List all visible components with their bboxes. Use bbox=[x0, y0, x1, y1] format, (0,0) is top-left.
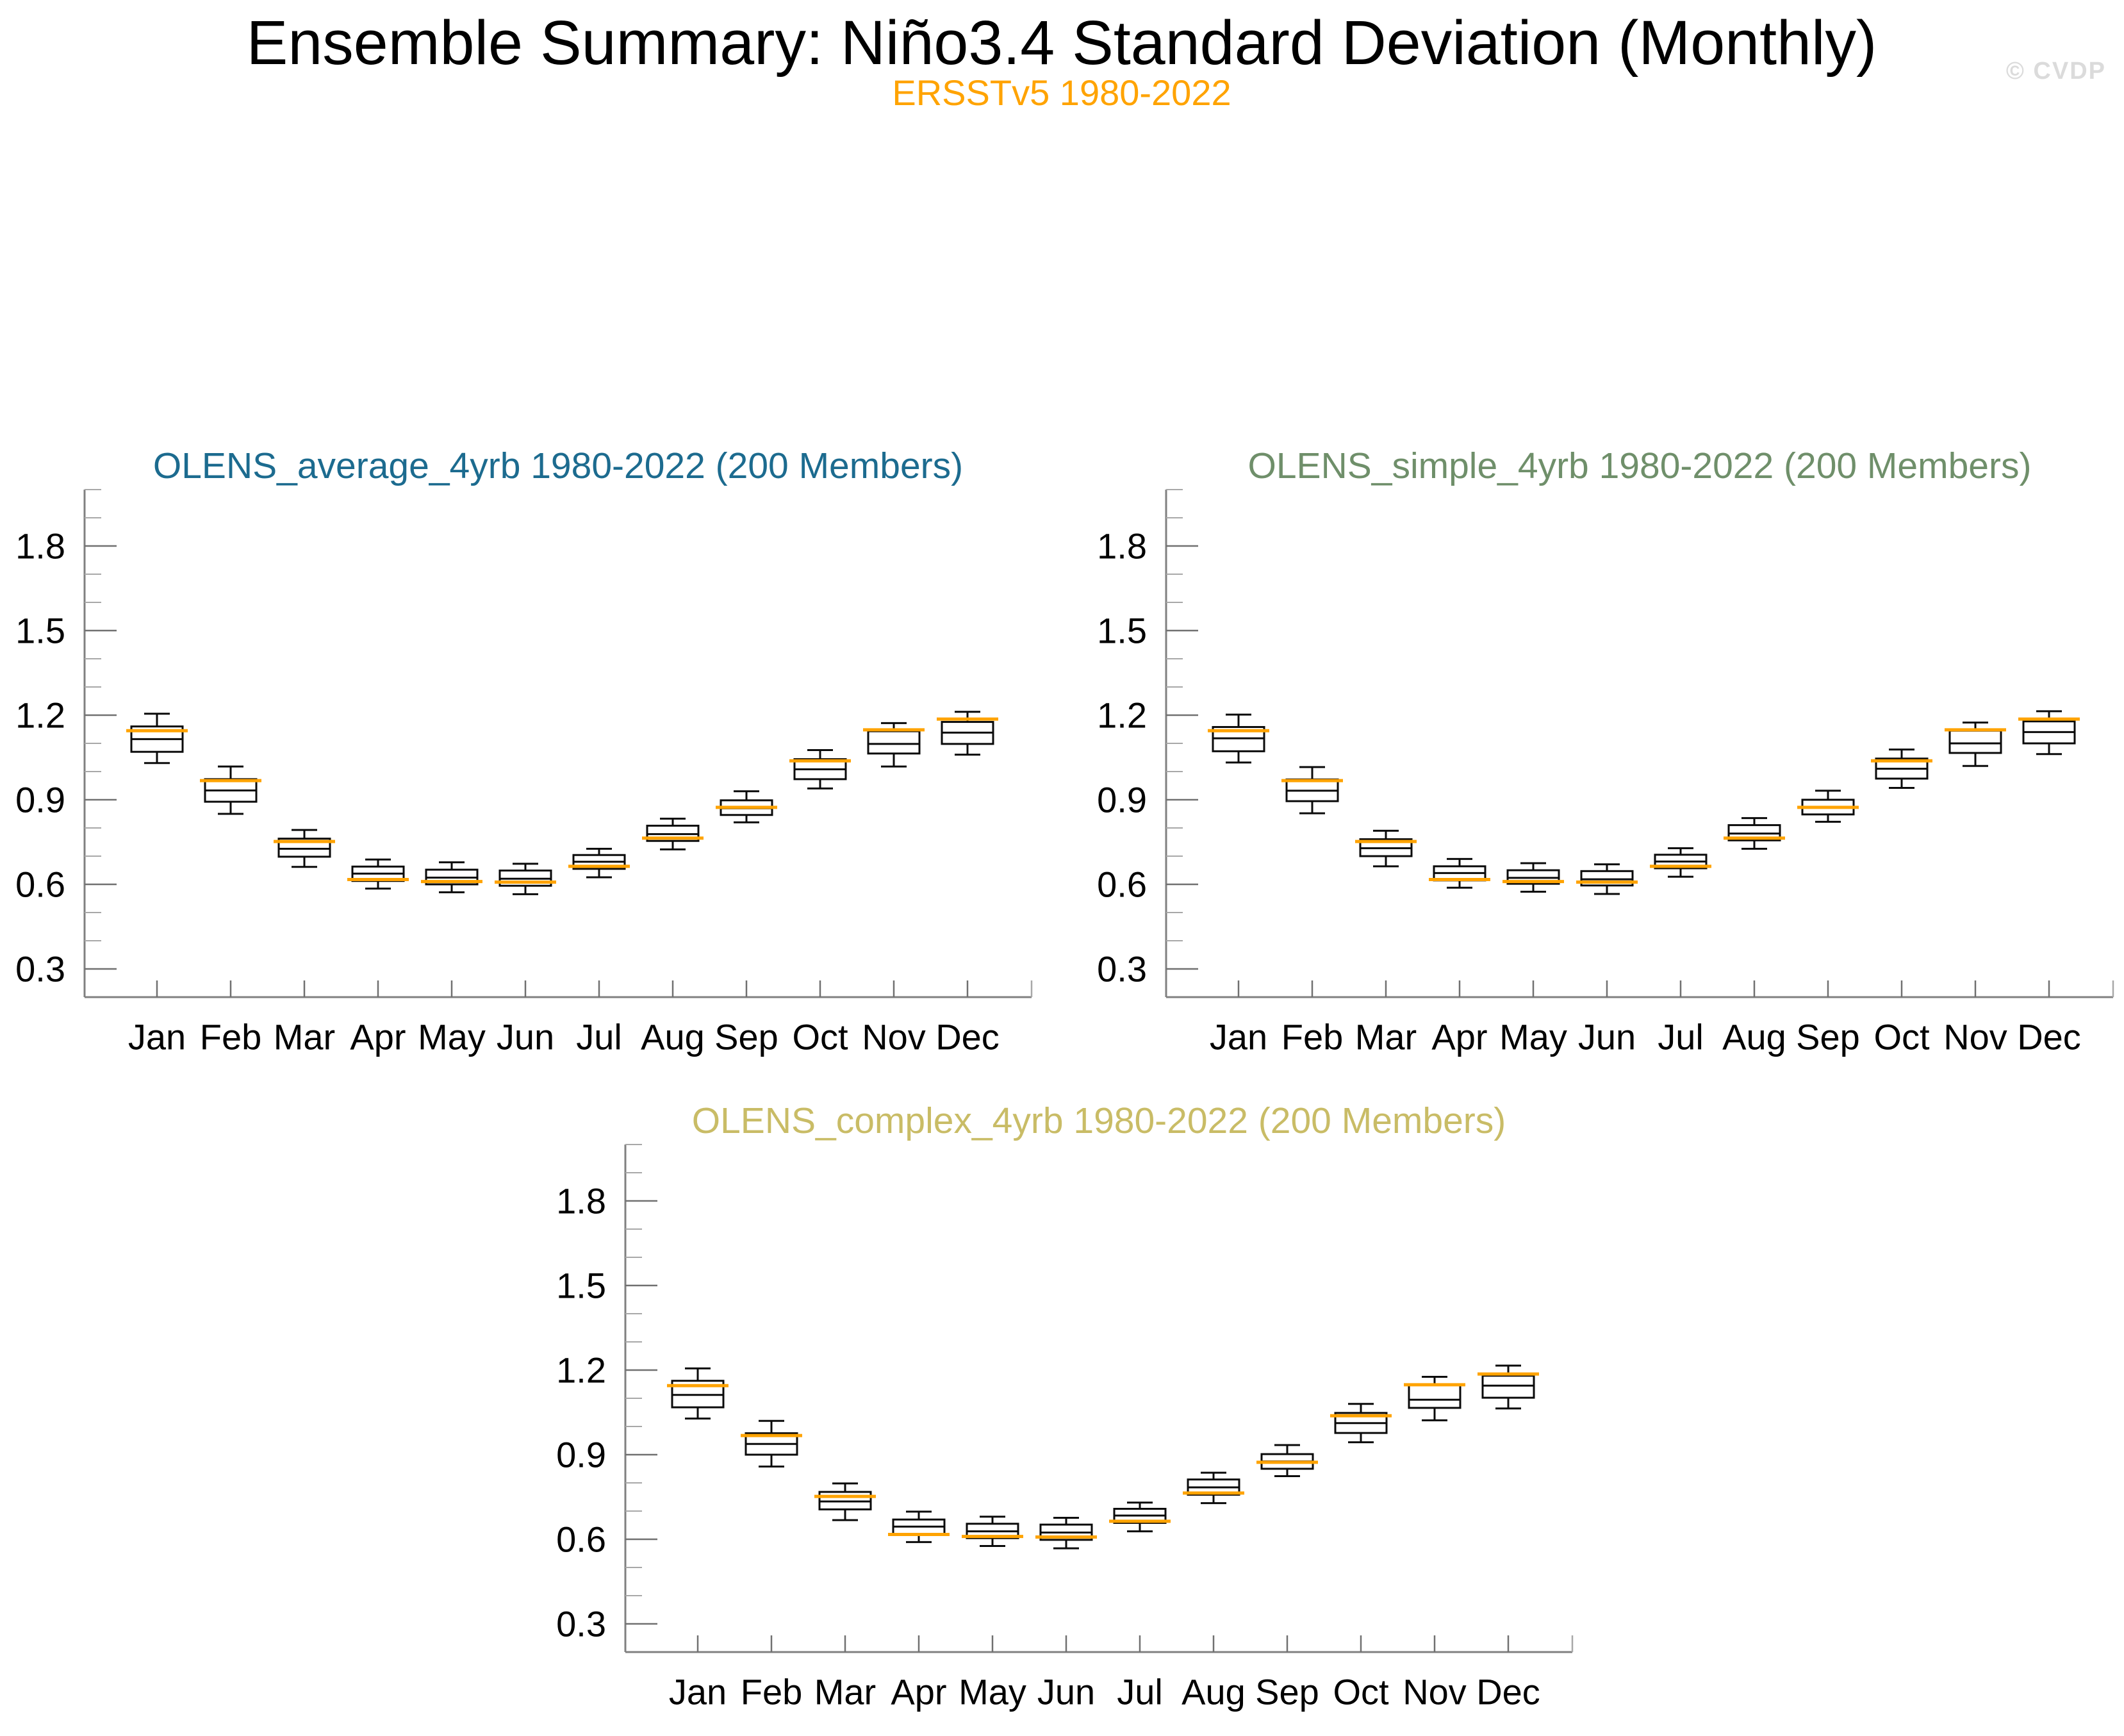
y-tick-label: 1.8 bbox=[15, 526, 65, 566]
box-Nov bbox=[1948, 729, 2002, 754]
panel-simple: 0.3 0.6 0.9 1.2 1.5 1.8 Jan Feb Mar Apr May Jun Jul A… bbox=[1097, 489, 2114, 1057]
y-tick-label: 1.5 bbox=[15, 611, 65, 651]
y-tick-label: 1.8 bbox=[556, 1181, 606, 1221]
y-tick-label: 0.6 bbox=[556, 1519, 606, 1560]
cvdp-watermark: © CVDP bbox=[2005, 58, 2106, 85]
y-tick-label: 0.6 bbox=[1097, 864, 1147, 905]
y-tick-label: 0.3 bbox=[15, 949, 65, 989]
month-label-Jul: Jul bbox=[1117, 1672, 1163, 1712]
month-label-May: May bbox=[959, 1672, 1026, 1712]
panel-average: 0.3 0.6 0.9 1.2 1.5 1.8 Jan Feb Mar Apr May Jun Jul A… bbox=[15, 489, 1033, 1057]
month-label-May: May bbox=[1499, 1017, 1567, 1057]
page-title: Ensemble Summary: Niño3.4 Standard Devia… bbox=[246, 8, 1877, 78]
month-label-Apr: Apr bbox=[891, 1672, 946, 1712]
month-label-Nov: Nov bbox=[1403, 1672, 1467, 1712]
month-label-Feb: Feb bbox=[1281, 1017, 1344, 1057]
month-label-Jan: Jan bbox=[669, 1672, 727, 1712]
y-tick-label: 0.3 bbox=[556, 1604, 606, 1644]
y-tick-label: 1.2 bbox=[556, 1350, 606, 1391]
panel-complex: 0.3 0.6 0.9 1.2 1.5 1.8 Jan Feb Mar Apr May Jun Jul A… bbox=[556, 1144, 1574, 1712]
y-tick-label: 0.9 bbox=[15, 780, 65, 820]
panel-title-average: OLENS_average_4yrb 1980-2022 (200 Member… bbox=[152, 445, 964, 486]
month-label-Aug: Aug bbox=[1722, 1017, 1786, 1057]
month-label-Aug: Aug bbox=[1181, 1672, 1246, 1712]
page-subtitle: ERSSTv5 1980-2022 bbox=[892, 72, 1231, 113]
y-tick-label: 1.5 bbox=[1097, 611, 1147, 651]
y-tick-label: 0.9 bbox=[556, 1435, 606, 1475]
y-tick-label: 1.2 bbox=[1097, 695, 1147, 736]
month-label-Jul: Jul bbox=[576, 1017, 622, 1057]
month-label-Mar: Mar bbox=[274, 1017, 335, 1057]
y-tick-label: 1.5 bbox=[556, 1266, 606, 1306]
month-label-Mar: Mar bbox=[1355, 1017, 1417, 1057]
box-Nov bbox=[1408, 1384, 1461, 1409]
month-label-Nov: Nov bbox=[862, 1017, 926, 1057]
month-label-Oct: Oct bbox=[1333, 1672, 1389, 1712]
y-tick-label: 0.6 bbox=[15, 864, 65, 905]
month-label-Sep: Sep bbox=[714, 1017, 778, 1057]
month-label-May: May bbox=[418, 1017, 486, 1057]
panel-title-complex: OLENS_complex_4yrb 1980-2022 (200 Member… bbox=[691, 1100, 1506, 1141]
month-label-Oct: Oct bbox=[1873, 1017, 1930, 1057]
y-tick-label: 1.2 bbox=[15, 695, 65, 736]
month-label-Jun: Jun bbox=[1037, 1672, 1095, 1712]
month-label-Dec: Dec bbox=[2017, 1017, 2081, 1057]
month-label-Apr: Apr bbox=[1431, 1017, 1487, 1057]
month-label-Nov: Nov bbox=[1943, 1017, 2007, 1057]
month-label-Dec: Dec bbox=[1476, 1672, 1540, 1712]
month-label-Feb: Feb bbox=[200, 1017, 262, 1057]
panel-title-simple: OLENS_simple_4yrb 1980-2022 (200 Members… bbox=[1247, 445, 2032, 486]
month-label-Jan: Jan bbox=[1210, 1017, 1267, 1057]
month-label-Jan: Jan bbox=[128, 1017, 186, 1057]
month-label-Jul: Jul bbox=[1658, 1017, 1704, 1057]
month-label-Jun: Jun bbox=[1578, 1017, 1636, 1057]
month-label-Dec: Dec bbox=[935, 1017, 1000, 1057]
month-label-Sep: Sep bbox=[1255, 1672, 1319, 1712]
box-Nov bbox=[867, 730, 921, 755]
y-tick-label: 1.8 bbox=[1097, 526, 1147, 566]
y-tick-label: 0.9 bbox=[1097, 780, 1147, 820]
month-label-Aug: Aug bbox=[641, 1017, 705, 1057]
y-tick-label: 0.3 bbox=[1097, 949, 1147, 989]
month-label-Mar: Mar bbox=[814, 1672, 876, 1712]
month-label-Jun: Jun bbox=[497, 1017, 554, 1057]
month-label-Sep: Sep bbox=[1796, 1017, 1860, 1057]
month-label-Apr: Apr bbox=[350, 1017, 406, 1057]
month-label-Oct: Oct bbox=[792, 1017, 848, 1057]
month-label-Feb: Feb bbox=[741, 1672, 803, 1712]
box-Dec bbox=[1481, 1375, 1535, 1399]
